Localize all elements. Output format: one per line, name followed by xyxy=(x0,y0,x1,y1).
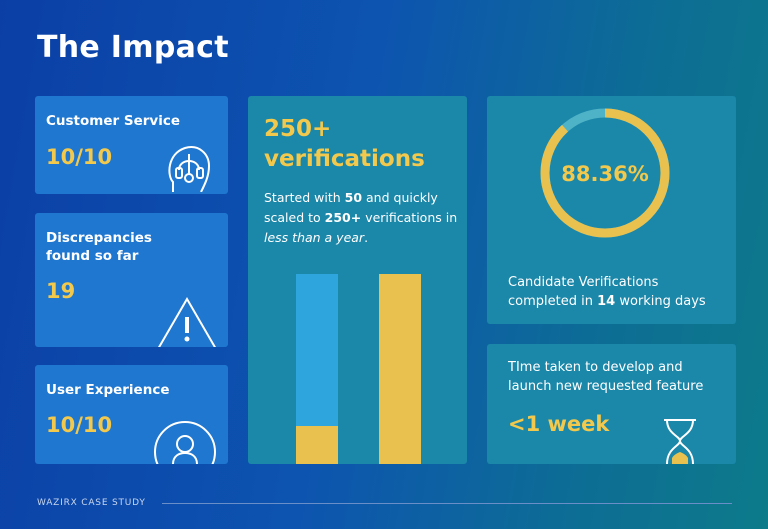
user-experience-score: 10/10 xyxy=(46,413,113,437)
feature-desc-line1: TIme taken to develop and xyxy=(508,360,683,375)
discrepancies-card: Discrepancies found so far 19 xyxy=(35,213,228,347)
customer-service-score: 10/10 xyxy=(46,145,113,169)
desc-text: Started with xyxy=(264,190,345,205)
desc-italic: less than a year xyxy=(264,230,365,245)
footer-label: WAZIRX CASE STUDY xyxy=(37,498,146,508)
desc-text: and quickly scaled to xyxy=(264,190,438,225)
desc-bold-end: 250+ xyxy=(324,210,362,225)
hourglass-icon xyxy=(664,419,696,464)
verifications-headline: 250+ verifications xyxy=(264,114,425,174)
candidate-desc-text: working days xyxy=(615,294,706,309)
user-icon xyxy=(154,421,216,464)
verifications-headline-number: 250+ xyxy=(264,116,332,142)
feature-time-value: <1 week xyxy=(508,412,610,436)
footer-divider xyxy=(162,503,732,504)
customer-service-card: Customer Service 10/10 xyxy=(35,96,228,194)
desc-text: . xyxy=(364,230,369,245)
customer-service-label: Customer Service xyxy=(46,113,180,129)
discrepancies-count: 19 xyxy=(46,279,76,303)
feature-card: TIme taken to develop and launch new req… xyxy=(487,344,736,464)
user-experience-card: User Experience 10/10 xyxy=(35,365,228,464)
candidate-card: 88.36% Candidate Verifications completed… xyxy=(487,96,736,324)
progress-ring: 88.36% xyxy=(540,108,670,238)
headset-icon xyxy=(168,146,211,192)
ring-progress xyxy=(540,108,670,238)
discrepancies-label-line1: Discrepancies xyxy=(46,230,152,246)
bar-after xyxy=(379,274,421,464)
verifications-card: 250+ verifications Started with 50 and q… xyxy=(248,96,467,464)
desc-bold-start: 50 xyxy=(344,190,363,205)
candidate-days: 14 xyxy=(597,294,616,309)
warning-icon xyxy=(158,297,216,347)
discrepancies-label-line2: found so far xyxy=(46,248,139,264)
verifications-bar-chart xyxy=(248,274,467,464)
page-title: The Impact xyxy=(37,30,229,65)
feature-desc-line2: launch new requested feature xyxy=(508,379,704,394)
candidate-desc-line2: completed in 14 working days xyxy=(508,293,706,311)
bar-after-fill xyxy=(379,274,421,464)
user-experience-label: User Experience xyxy=(46,382,170,398)
verifications-headline-text: verifications xyxy=(264,146,425,172)
candidate-desc-line1: Candidate Verifications xyxy=(508,275,659,290)
candidate-desc-text: completed in xyxy=(508,294,598,309)
bar-before xyxy=(296,274,338,464)
desc-text: verifications in xyxy=(361,210,458,225)
ring-percent-label: 88.36% xyxy=(561,162,648,186)
verifications-description: Started with 50 and quickly scaled to 25… xyxy=(264,188,464,248)
bar-before-fill xyxy=(296,426,338,464)
